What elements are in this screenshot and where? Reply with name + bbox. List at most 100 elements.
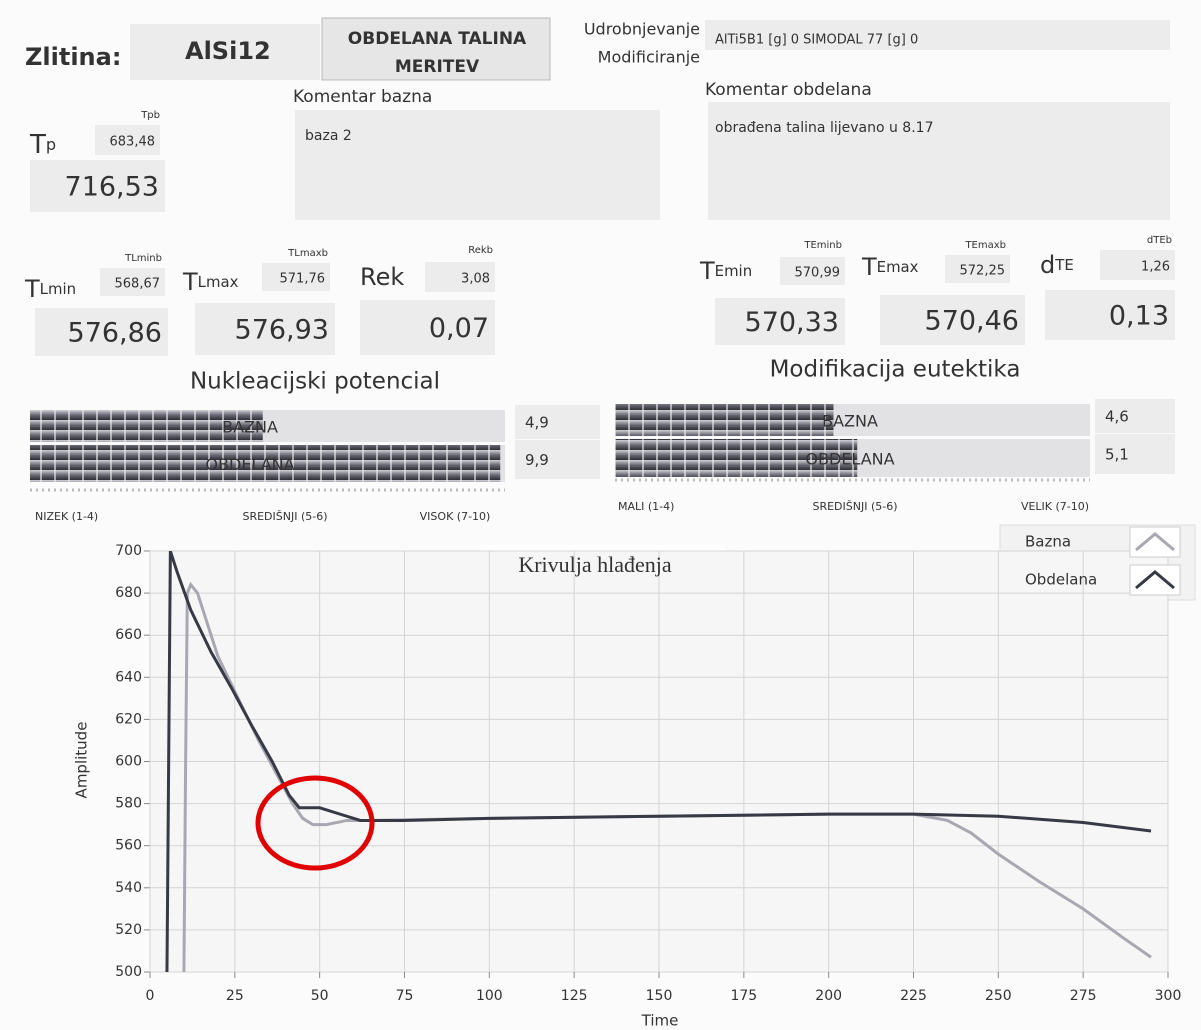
gauge-title: Nukleacijski potencial xyxy=(190,369,440,395)
small-box xyxy=(95,125,160,155)
gauge-bar-label: OBDELANA xyxy=(205,455,294,474)
value: 576,86 xyxy=(68,318,162,349)
gauge-value: 4,6 xyxy=(1105,408,1129,426)
label-sub: TE xyxy=(1054,256,1074,274)
legend-swatch xyxy=(1135,570,1175,590)
measurement-label: dTE xyxy=(1040,251,1074,279)
x-tick-label: 75 xyxy=(396,988,414,1004)
comment-text: baza 2 xyxy=(305,128,352,144)
comment-box xyxy=(295,110,660,220)
value: 0,13 xyxy=(1109,301,1169,332)
small-value: 3,08 xyxy=(461,272,490,287)
gauge-scale-label: NIZEK (1-4) xyxy=(35,510,98,523)
value: 570,33 xyxy=(745,307,839,338)
x-tick-label: 0 xyxy=(146,988,155,1004)
x-tick-label: 250 xyxy=(985,988,1012,1004)
chart-title: Krivulja hlađenja xyxy=(518,552,672,577)
y-tick-label: 680 xyxy=(115,585,142,601)
small-value: 568,67 xyxy=(115,277,161,292)
legend-label: Obdelana xyxy=(1025,571,1097,589)
series-line xyxy=(182,581,1152,972)
small-box xyxy=(262,263,330,291)
small-label: TLmaxb xyxy=(287,248,328,259)
x-axis-label: Time xyxy=(641,1012,679,1030)
label-main: T xyxy=(24,275,40,303)
gauge-bar xyxy=(615,404,834,436)
x-tick-label: 200 xyxy=(815,988,842,1004)
x-tick-label: 125 xyxy=(561,988,588,1004)
gauge-title: Modifikacija eutektika xyxy=(770,357,1021,383)
measurement-label: TEmin xyxy=(699,257,752,285)
label-main: Rek xyxy=(360,263,404,291)
gauge-bar xyxy=(615,439,858,477)
label-sub: Emin xyxy=(715,262,752,280)
y-tick-label: 640 xyxy=(115,669,142,685)
value-box xyxy=(880,295,1025,345)
alloy-box xyxy=(130,24,320,80)
gauge-scale-label: SREDIŠNJI (5-6) xyxy=(242,510,327,523)
small-box xyxy=(1100,250,1175,280)
small-value: 683,48 xyxy=(110,135,156,150)
additive-box xyxy=(705,20,1170,50)
x-tick-label: 150 xyxy=(646,988,673,1004)
gauge-scale-label: MALI (1-4) xyxy=(618,500,674,513)
label-sub: Emax xyxy=(877,258,919,276)
small-label: TLminb xyxy=(124,253,162,264)
value: 0,07 xyxy=(429,313,489,344)
value-box xyxy=(715,298,845,345)
y-tick-label: 700 xyxy=(115,543,142,559)
gauge-scale-label: SREDIŠNJI (5-6) xyxy=(812,500,897,513)
value-box xyxy=(1045,290,1175,340)
gauge-bar-label: OBDELANA xyxy=(805,450,894,469)
small-label: Tpb xyxy=(140,110,160,121)
label-main: T xyxy=(182,268,198,296)
measurement-label: Rek xyxy=(360,263,404,291)
gauge-value-box xyxy=(515,405,600,439)
label-sub: Lmax xyxy=(198,273,239,291)
alloy-label: Zlitina: xyxy=(25,43,121,71)
measure-button[interactable] xyxy=(321,17,551,81)
measurement-label: Tp xyxy=(29,130,56,160)
measurement-label: TLmax xyxy=(182,268,239,296)
value-box xyxy=(35,308,168,356)
value: 716,53 xyxy=(65,172,159,203)
additives: AlTi5B1 [g] 0 SIMODAL 77 [g] 0 xyxy=(715,33,918,48)
gauge-value-box xyxy=(1095,434,1175,474)
y-tick-label: 540 xyxy=(115,880,142,896)
gauge-value: 4,9 xyxy=(525,414,549,432)
measurement-label: TLmin xyxy=(24,275,76,303)
gauge-value: 5,1 xyxy=(1105,446,1129,464)
button-text: OBDELANA TALINA xyxy=(348,29,527,49)
comment-box xyxy=(708,102,1170,220)
small-box xyxy=(100,268,165,296)
highlight-circle xyxy=(255,775,375,871)
gauge-value-box xyxy=(1095,399,1175,433)
small-label: TEminb xyxy=(803,240,842,251)
series-line xyxy=(165,551,1152,972)
small-box xyxy=(425,262,495,292)
gauge-scale-label: VELIK (7-10) xyxy=(1021,500,1089,513)
label-main: d xyxy=(1040,251,1055,279)
gauge-value-box xyxy=(515,440,600,479)
y-tick-label: 620 xyxy=(115,711,142,727)
comment-label: Komentar bazna xyxy=(293,87,432,107)
gauge-bar xyxy=(30,410,263,442)
y-tick-label: 660 xyxy=(115,627,142,643)
x-tick-label: 100 xyxy=(476,988,503,1004)
x-tick-label: 225 xyxy=(900,988,927,1004)
gauge-bar-label: BAZNA xyxy=(822,412,878,431)
x-tick-label: 275 xyxy=(1070,988,1097,1004)
small-value: 572,25 xyxy=(960,264,1006,279)
additive-label: Modificiranje xyxy=(598,48,700,67)
x-tick-label: 175 xyxy=(730,988,757,1004)
additive-label: Udrobnjevanje xyxy=(584,20,700,39)
legend-label: Bazna xyxy=(1025,533,1071,551)
label-sub: p xyxy=(46,135,56,154)
alloy: AlSi12 xyxy=(185,37,271,65)
button-text: MERITEV xyxy=(395,57,480,77)
small-box xyxy=(780,257,845,285)
small-value: 570,99 xyxy=(795,266,841,281)
value-box xyxy=(195,303,335,355)
label-main: T xyxy=(29,130,46,160)
